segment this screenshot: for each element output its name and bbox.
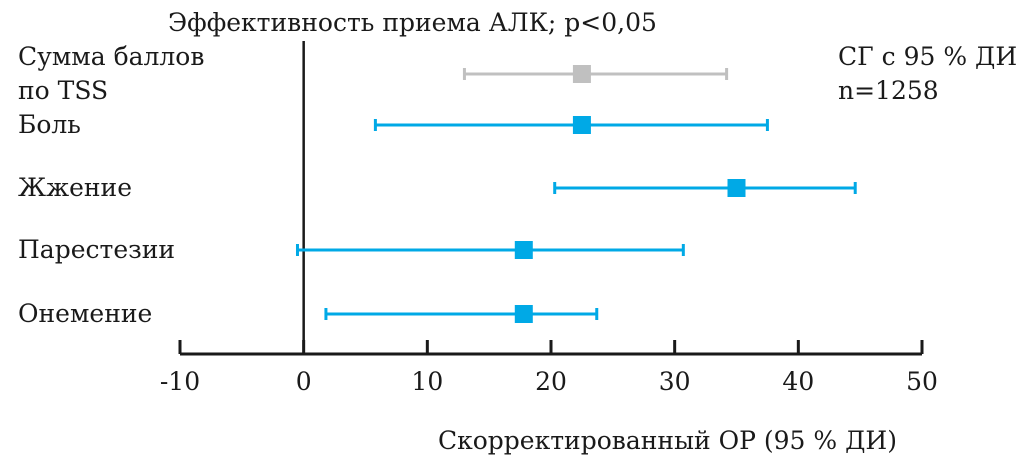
chart-title: Эффективность приема АЛК; p<0,05 <box>168 8 657 37</box>
row-label-line: Боль <box>18 110 81 139</box>
x-tick-label: 50 <box>906 367 938 396</box>
plot-area: -10 0 10 20 30 40 50 Сумма баллов по TSS Боль Жжен… <box>18 41 938 396</box>
row-label: Жжение <box>18 173 132 202</box>
x-axis-label: Скорректированный ОР (95 % ДИ) <box>438 426 897 455</box>
legend-sample-size: n=1258 <box>838 76 939 105</box>
point-estimate <box>514 305 533 323</box>
point-estimate <box>572 116 591 134</box>
row-label: Боль <box>18 110 81 139</box>
row-label-line: Парестезии <box>18 235 175 264</box>
row-label: Сумма баллов по TSS <box>18 42 204 105</box>
row-label: Онемение <box>18 299 152 328</box>
point-estimate <box>572 65 591 83</box>
x-tick-label: -10 <box>160 367 200 396</box>
row-label-line: Сумма баллов <box>18 42 204 71</box>
row-label-line: по TSS <box>18 76 108 105</box>
row-label-line: Онемение <box>18 299 152 328</box>
point-estimate <box>727 179 746 197</box>
legend-label: СГ с 95 % ДИ <box>838 42 1016 71</box>
x-tick-label: 30 <box>659 367 691 396</box>
row-label-line: Жжение <box>18 173 132 202</box>
x-tick-label: 20 <box>535 367 567 396</box>
x-tick-label: 10 <box>411 367 443 396</box>
x-tick-label: 40 <box>782 367 814 396</box>
row-label: Парестезии <box>18 235 175 264</box>
x-tick-label: 0 <box>296 367 312 396</box>
point-estimate <box>514 241 533 259</box>
